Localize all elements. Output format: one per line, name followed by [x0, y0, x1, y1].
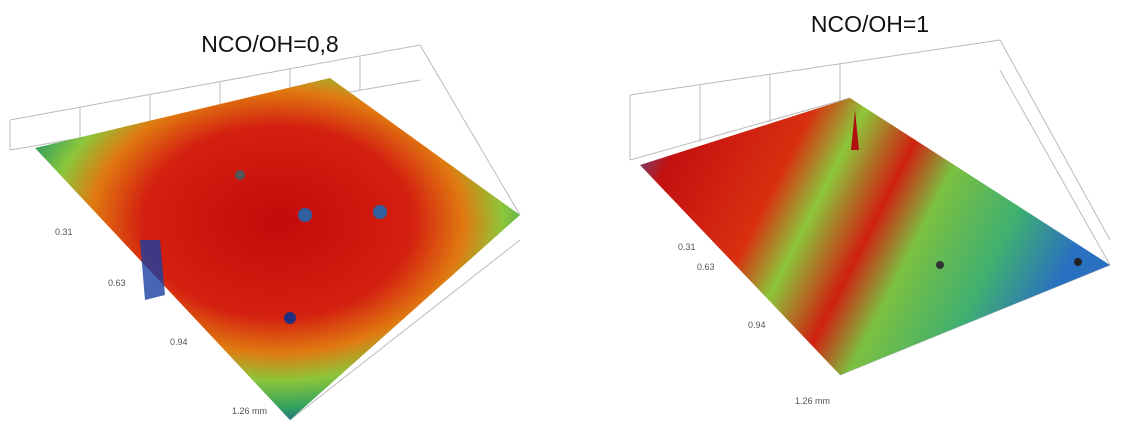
pit	[373, 205, 387, 219]
pit	[936, 261, 944, 269]
pit	[1074, 258, 1082, 266]
pit	[284, 312, 296, 324]
axis-label: 0.63	[108, 278, 126, 288]
panel-title: NCO/OH=0,8	[201, 31, 338, 57]
axis-label: 0.94	[748, 320, 766, 330]
axis-label: 0.63	[697, 262, 715, 272]
axis-label: 1.26 mm	[795, 396, 830, 406]
figure: NCO/OH=0,8 0.31 0.63 0.94 1.26 mm NCO/OH…	[0, 0, 1128, 442]
axis-label: 0.94	[170, 337, 188, 347]
surface	[35, 78, 520, 420]
axis-label: 0.31	[678, 242, 696, 252]
page: {"panels": [ {"title": "NCO/OH=0,8", "ax…	[0, 0, 1128, 442]
pit	[298, 208, 312, 222]
pit	[235, 170, 245, 180]
axis-label: 0.31	[55, 227, 73, 237]
axis-label: 1.26 mm	[232, 406, 267, 416]
panel-title: NCO/OH=1	[811, 11, 929, 37]
